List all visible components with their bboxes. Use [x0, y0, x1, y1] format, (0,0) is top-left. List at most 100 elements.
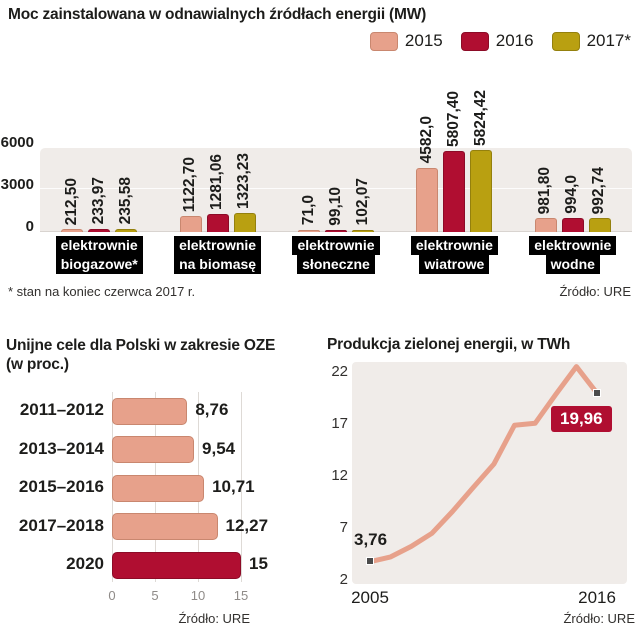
bar-value-label: 235,58 — [116, 177, 134, 225]
bar-value-label: 12,27 — [225, 515, 269, 535]
bar-value-label: 99,10 — [326, 186, 344, 226]
category-label-line: na biomasę — [174, 255, 262, 274]
legend: 2015 2016 2017* — [369, 31, 631, 51]
bar-2015 — [179, 216, 202, 232]
category-label-line: biogazowe* — [55, 255, 143, 274]
bar-value-label: 102,07 — [353, 178, 371, 226]
bar-2017* — [588, 218, 611, 232]
category-label-line: elektrownie — [292, 236, 380, 255]
category-label: elektrownie wiatrowe — [395, 236, 513, 274]
chart-title-line2: (w proc.) — [6, 356, 69, 373]
row-label: 2017–2018 — [18, 515, 104, 535]
br-chart: Produkcja zielonej energii, w TWh 3,76 19… — [310, 330, 639, 640]
y-tick-label: 3000 — [0, 176, 34, 193]
annotation-start-value: 3,76 — [354, 529, 388, 549]
bar-2017* — [115, 228, 138, 232]
category-label-line: elektrownie — [55, 236, 143, 255]
bar-value-label: 4582,0 — [417, 116, 435, 164]
bar-2020 — [112, 551, 241, 579]
bar-value-label: 9,54 — [202, 438, 236, 458]
x-tick-label: 0 — [108, 588, 116, 603]
eu-targets-chart: Unijne cele dla Polski w zakresie OZE (w… — [0, 330, 310, 640]
annotation-end-value: 19,96 — [551, 406, 612, 433]
chart-title: Moc zainstalowana w odnawialnych źródłac… — [8, 6, 427, 23]
x-tick-label: 2005 — [351, 588, 389, 607]
source-label-top: Źródło: URE — [559, 284, 631, 299]
footnote: * stan na koniec czerwca 2017 r. — [8, 284, 196, 299]
chart-title: Unijne cele dla Polski w zakresie OZE (w… — [6, 336, 275, 374]
category-label: elektrownie na biomasę — [158, 236, 276, 274]
source-label-right: Źródło: URE — [563, 611, 635, 626]
bar-value-label: 10,71 — [212, 477, 255, 496]
bar-2016 — [88, 228, 111, 232]
bar-value-label: 5807,40 — [444, 90, 462, 147]
y-tick-label: 6000 — [0, 134, 34, 151]
category-label-line: elektrownie — [410, 236, 498, 255]
bar-value-label: 1323,23 — [235, 153, 253, 210]
legend-label-2015: 2015 — [404, 31, 443, 50]
y-tick-label: 0 — [25, 218, 34, 235]
category-label-line: słoneczne — [297, 255, 375, 274]
bar-value-label: 1281,06 — [208, 154, 226, 211]
data-point-marker — [365, 557, 374, 566]
bar-2015–2016 — [112, 474, 205, 502]
x-tick-label: 10 — [190, 588, 206, 603]
bar-2015 — [534, 218, 557, 232]
bar-value-label: 212,50 — [62, 177, 80, 226]
bar-value-label: 994,0 — [563, 175, 581, 215]
legend-item-2017: 2017* — [551, 31, 631, 51]
bar-value-label: 8,76 — [195, 400, 229, 419]
category-label: elektrownie wodne — [514, 236, 632, 274]
bar-2017–2018 — [112, 513, 218, 540]
bar-2015 — [298, 229, 320, 232]
bar-2011–2012 — [112, 397, 188, 425]
y-tick-label: 17 — [331, 415, 348, 432]
row-label: 2015–2016 — [18, 477, 104, 496]
top-categories: elektrownie biogazowe* elektrownie na bioma… — [40, 236, 632, 280]
row-label: 2020 — [66, 554, 104, 573]
legend-label-2017: 2017* — [586, 31, 631, 50]
category-label-line: elektrownie — [529, 236, 617, 255]
bar-value-label: 233,97 — [89, 177, 107, 225]
x-tick-label: 5 — [151, 588, 159, 603]
legend-swatch-2016 — [460, 31, 489, 51]
y-tick-label: 7 — [339, 519, 348, 536]
legend-label-2016: 2016 — [495, 31, 534, 50]
trend-line — [367, 364, 600, 565]
gridline-3000 — [40, 188, 632, 189]
x-tick-label: 15 — [233, 588, 249, 603]
installed-capacity-chart: Moc zainstalowana w odnawialnych źródłac… — [0, 0, 639, 318]
bar-2016 — [325, 229, 347, 232]
data-point-marker — [592, 388, 601, 397]
bar-2015 — [61, 229, 84, 232]
bar-value-label: 981,80 — [536, 166, 554, 215]
bar-value-label: 1122,70 — [181, 157, 199, 213]
bl-plot: 0 5 10 15 2011–2012 8,76 2013–2014 9,54 2015–201… — [0, 330, 310, 640]
category-label-line: elektrownie — [174, 236, 262, 255]
bar-2016 — [561, 218, 584, 232]
bar-2017* — [352, 229, 374, 232]
trend-line-svg — [367, 364, 600, 565]
top-plot: 212,50 233,97 235,58 1122,70 1281,06 1323,23 7… — [40, 70, 632, 232]
row-label: 2011–2012 — [19, 400, 104, 419]
bar-value-label: 71,0 — [299, 195, 317, 226]
bar-2015 — [416, 167, 439, 232]
chart-title-line1: Unijne cele dla Polski w zakresie OZE — [6, 337, 276, 354]
y-tick-label: 12 — [331, 467, 348, 484]
category-label-line: wiatrowe — [419, 255, 490, 274]
plot-background — [40, 148, 632, 232]
gridline — [241, 392, 242, 582]
y-tick-label: 22 — [331, 363, 348, 380]
legend-item-2015: 2015 — [369, 31, 443, 51]
chart-title: Produkcja zielonej energii, w TWh — [327, 336, 571, 353]
legend-swatch-2015 — [369, 31, 398, 51]
bar-value-label: 992,74 — [590, 166, 608, 215]
category-label: elektrownie biogazowe* — [40, 236, 158, 274]
source-label-left: Źródło: URE — [178, 611, 250, 626]
bar-value-label: 5824,42 — [471, 90, 489, 147]
br-plot: 3,76 19,96 — [352, 362, 627, 584]
category-label: elektrownie słoneczne — [277, 236, 395, 274]
row-label: 2013–2014 — [18, 438, 104, 458]
bar-2017* — [233, 213, 256, 232]
bar-value-label: 15 — [249, 554, 268, 573]
